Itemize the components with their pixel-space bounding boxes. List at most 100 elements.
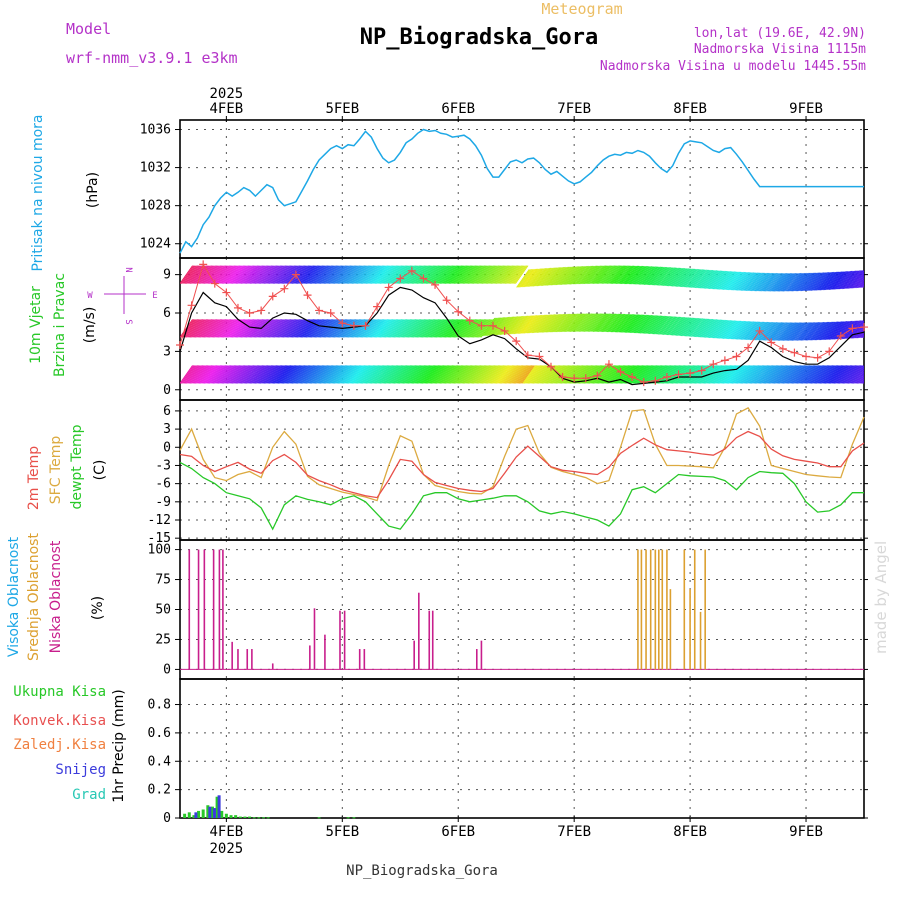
wind-barb bbox=[814, 272, 829, 291]
wind-barb bbox=[495, 365, 510, 384]
wind-barb bbox=[421, 265, 436, 284]
wind-barb bbox=[641, 315, 655, 334]
wind-barb bbox=[735, 321, 750, 340]
wind-barb bbox=[386, 365, 400, 384]
wind-barb bbox=[268, 365, 283, 384]
wind-barb bbox=[610, 313, 625, 333]
wind-barb bbox=[319, 319, 334, 338]
wind-barb bbox=[619, 314, 633, 333]
wind-barb bbox=[662, 267, 677, 286]
wind-barb bbox=[827, 365, 841, 384]
wind-barb bbox=[745, 365, 760, 384]
wind-barb bbox=[203, 365, 218, 384]
wind-barb bbox=[187, 319, 201, 338]
wind-barb bbox=[738, 365, 752, 384]
wind-barb bbox=[833, 321, 848, 340]
wind-barb bbox=[608, 313, 622, 333]
wind-barb bbox=[203, 319, 218, 338]
wind-barb bbox=[365, 319, 380, 338]
wind-barb bbox=[704, 365, 719, 384]
wind-barb bbox=[221, 319, 236, 338]
wind-barb bbox=[743, 321, 757, 340]
wind-barb bbox=[771, 365, 785, 384]
wind-barb bbox=[850, 270, 864, 289]
wind-barb bbox=[221, 265, 236, 284]
wind-barb bbox=[418, 265, 432, 284]
wind-barb bbox=[368, 365, 382, 384]
wind-barb bbox=[503, 365, 517, 384]
wind-barb bbox=[854, 369, 864, 384]
wind-barb bbox=[518, 365, 533, 384]
wind-barb bbox=[822, 365, 836, 384]
wind-barb bbox=[577, 365, 591, 384]
wind-barb bbox=[733, 365, 747, 384]
wind-barb bbox=[382, 265, 396, 284]
wind-barb bbox=[455, 265, 469, 284]
wind-barb bbox=[690, 318, 705, 337]
wind-barb bbox=[265, 265, 279, 284]
gust-markers bbox=[176, 260, 868, 387]
wind-barb bbox=[230, 265, 245, 284]
wind-barb bbox=[191, 365, 205, 384]
wind-barb bbox=[633, 314, 648, 334]
wind-barb bbox=[554, 365, 568, 384]
wind-barb bbox=[414, 365, 428, 384]
wind-barb bbox=[731, 320, 746, 340]
wind-barb bbox=[222, 365, 237, 384]
wind-barb bbox=[268, 265, 283, 284]
wind-barb bbox=[726, 271, 741, 291]
wind-barb bbox=[650, 315, 664, 335]
wind-barb bbox=[858, 329, 864, 339]
wind-barb bbox=[428, 365, 442, 384]
wind-barb bbox=[591, 313, 605, 332]
wind-barb bbox=[558, 365, 572, 384]
wind-barb bbox=[699, 365, 714, 384]
wind-barb bbox=[429, 319, 443, 338]
wind-barb bbox=[261, 319, 275, 338]
wind-barb bbox=[421, 319, 436, 338]
wind-barb bbox=[567, 266, 581, 285]
wind-barb bbox=[215, 265, 229, 284]
wind-barb bbox=[620, 314, 635, 333]
wind-barb bbox=[514, 315, 529, 335]
wind-barb bbox=[773, 273, 788, 292]
wind-barb bbox=[490, 317, 505, 336]
wind-barb bbox=[383, 265, 398, 284]
wind-barb bbox=[282, 265, 297, 284]
wind-barb bbox=[756, 365, 770, 384]
wind-barb bbox=[539, 365, 553, 384]
wind-barb bbox=[317, 319, 331, 338]
wind-barb bbox=[618, 314, 632, 333]
gust-marker bbox=[767, 338, 776, 347]
wind-barb bbox=[715, 365, 729, 384]
wind-barb bbox=[184, 365, 199, 384]
gust-marker bbox=[419, 274, 428, 283]
wind-barb bbox=[418, 319, 432, 338]
wind-barb bbox=[676, 268, 691, 287]
wind-barb bbox=[642, 365, 656, 384]
wind-barb bbox=[309, 319, 324, 338]
wind-barb bbox=[711, 319, 725, 339]
wind-barb bbox=[736, 321, 751, 340]
wind-barb bbox=[415, 365, 429, 384]
wind-barb bbox=[851, 270, 864, 289]
wind-barb bbox=[284, 365, 298, 384]
wind-barb bbox=[794, 322, 808, 341]
wind-barb bbox=[693, 365, 707, 384]
wind-barb bbox=[364, 365, 378, 384]
wind-barb bbox=[659, 316, 673, 335]
wind-barb bbox=[310, 365, 325, 384]
wind-barb bbox=[219, 365, 233, 384]
wind-barb bbox=[813, 272, 827, 291]
wind-barb bbox=[831, 365, 845, 384]
wind-barb bbox=[363, 265, 377, 284]
wind-barb bbox=[293, 319, 307, 338]
wind-barb bbox=[659, 267, 673, 286]
wind-barb bbox=[484, 265, 498, 284]
wind-barb bbox=[206, 319, 220, 338]
wind-barb bbox=[863, 336, 864, 338]
wind-barb bbox=[254, 265, 269, 284]
wind-barb bbox=[602, 265, 617, 284]
wind-barb bbox=[435, 265, 450, 284]
wind-barb bbox=[469, 319, 483, 338]
